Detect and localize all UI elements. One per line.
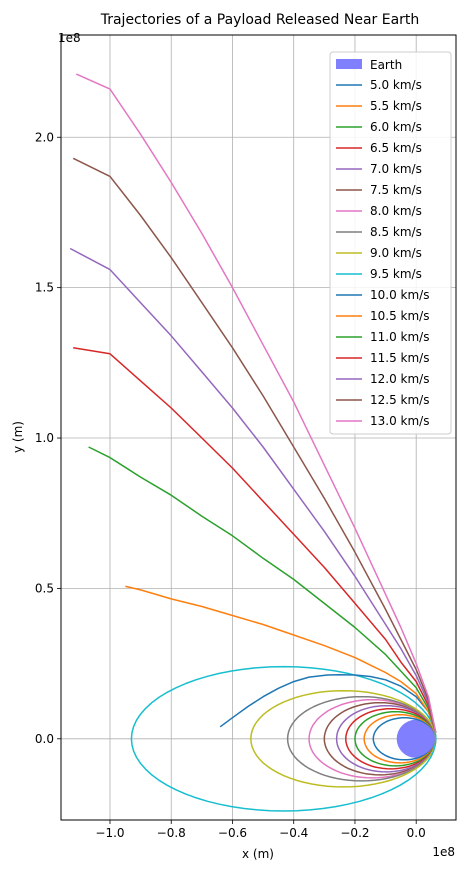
legend-label: 7.0 km/s [370, 162, 422, 176]
legend-label: 13.0 km/s [370, 414, 429, 428]
earth-disk [396, 719, 436, 758]
legend-label: 10.5 km/s [370, 309, 429, 323]
trajectory-line [323, 701, 437, 776]
series-layer [69, 73, 437, 812]
legend-label: 11.5 km/s [370, 351, 429, 365]
legend-label: 10.0 km/s [370, 288, 429, 302]
trajectory-line [286, 695, 437, 782]
legend-label: 8.0 km/s [370, 204, 422, 218]
y-tick-label: 0.5 [35, 581, 54, 595]
legend-label: 12.5 km/s [370, 393, 429, 407]
x-tick-label: −0.6 [218, 826, 247, 840]
legend-label: 6.5 km/s [370, 141, 422, 155]
x-tick-label: −0.4 [279, 826, 308, 840]
x-multiplier: 1e8 [432, 845, 455, 859]
trajectory-line [125, 585, 437, 734]
trajectory-line [130, 665, 437, 812]
trajectory-line [354, 710, 437, 767]
legend-label: 11.0 km/s [370, 330, 429, 344]
legend-label: 7.5 km/s [370, 183, 422, 197]
trajectory-line [219, 673, 437, 734]
legend-label: 5.0 km/s [370, 78, 422, 92]
trajectory-line [363, 713, 437, 764]
x-tick-label: 0.0 [407, 826, 426, 840]
x-tick-label: −0.2 [340, 826, 369, 840]
legend-label: 9.5 km/s [370, 267, 422, 281]
trajectory-line [73, 347, 437, 733]
plot-frame [60, 34, 457, 821]
x-axis-label: x (m) [242, 847, 274, 861]
trajectory-line [88, 446, 437, 734]
earth-layer [396, 719, 436, 758]
legend-label: 5.5 km/s [370, 99, 422, 113]
trajectory-line [250, 689, 437, 788]
legend-swatch-earth [336, 59, 362, 69]
x-tick-label: −1.0 [95, 826, 124, 840]
legend: Earth 5.0 km/s 5.5 km/s 6.0 km/s 6.5 km/s 7.0… [329, 51, 452, 435]
trajectory-line [72, 157, 437, 733]
y-tick-label: 2.0 [35, 130, 54, 144]
trajectory-line [69, 247, 437, 733]
legend-label: 6.0 km/s [370, 120, 422, 134]
trajectory-line [335, 704, 437, 773]
y-tick-label: 1.0 [35, 431, 54, 445]
y-ticks: 0.0 0.5 1.0 1.5 2.0 [35, 130, 61, 746]
y-tick-label: 0.0 [35, 732, 54, 746]
y-axis-label: y (m) [11, 421, 25, 453]
trajectory-line [345, 707, 437, 770]
y-tick-label: 1.5 [35, 281, 54, 295]
trajectory-line [75, 73, 437, 733]
legend-label: 12.0 km/s [370, 372, 429, 386]
x-ticks: −1.0 −0.8 −0.6 −0.4 −0.2 0.0 [95, 820, 426, 840]
chart-title: Trajectories of a Payload Released Near … [100, 12, 420, 28]
x-tick-label: −0.8 [157, 826, 186, 840]
legend-label: Earth [370, 58, 402, 72]
legend-label: 8.5 km/s [370, 225, 422, 239]
legend-label: 9.0 km/s [370, 246, 422, 260]
trajectory-line [372, 716, 437, 761]
